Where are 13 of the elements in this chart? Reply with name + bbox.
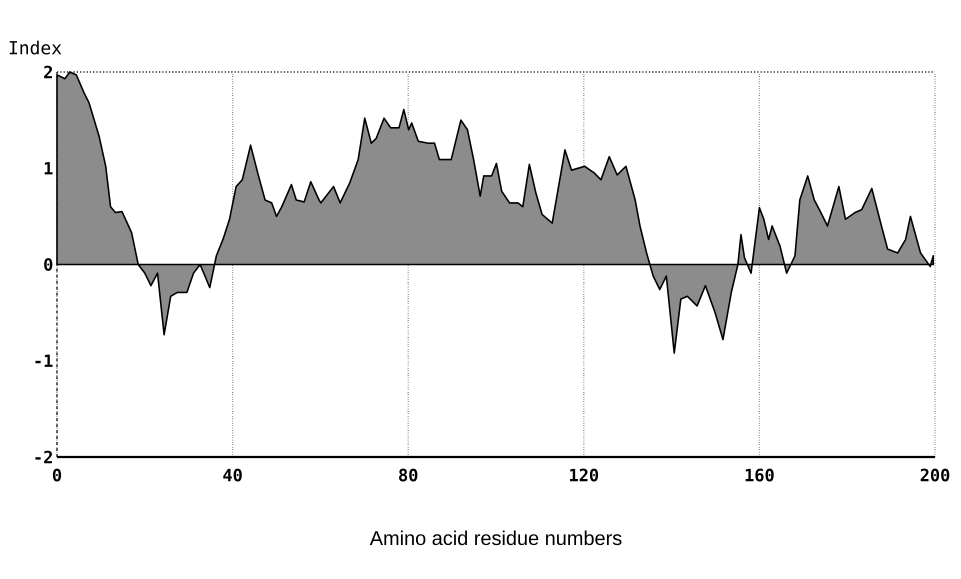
y-tick-label: -2: [35, 450, 52, 464]
x-tick-label: 160: [746, 468, 774, 482]
y-tick-label: 2: [44, 66, 52, 78]
x-tick-label: 200: [920, 468, 950, 482]
x-tick-label: 40: [223, 468, 242, 482]
y-tick-label: 0: [44, 258, 52, 271]
y-tick-label: -1: [35, 354, 53, 367]
x-tick-label: 0: [52, 468, 62, 482]
x-tick-label: 120: [570, 468, 598, 482]
y-axis-title: Index: [10, 40, 62, 54]
y-tick-label: 1: [44, 162, 53, 174]
x-tick-label: 80: [399, 468, 418, 482]
x-axis-title: Amino acid residue numbers: [370, 530, 622, 546]
